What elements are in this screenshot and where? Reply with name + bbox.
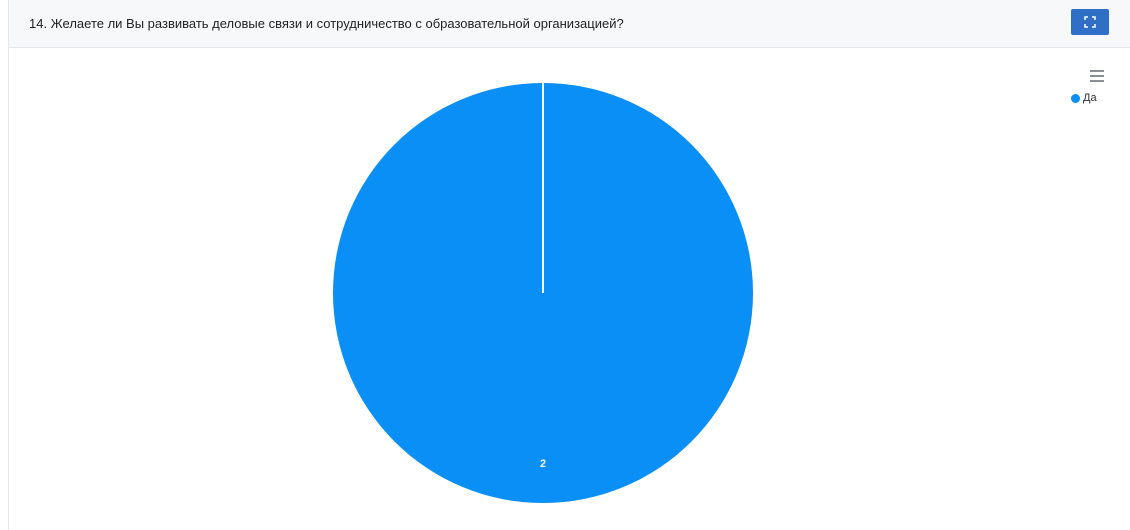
legend-label: Да bbox=[1083, 92, 1097, 104]
expand-button[interactable] bbox=[1071, 9, 1109, 35]
legend: Да bbox=[1071, 92, 1097, 104]
slice-data-label-1: 2 bbox=[540, 458, 546, 470]
legend-swatch bbox=[1071, 93, 1080, 103]
slice-labels: 2 bbox=[540, 458, 546, 470]
card-header: 14. Желаете ли Вы развивать деловые связ… bbox=[9, 0, 1130, 48]
chart-card: 14. Желаете ли Вы развивать деловые связ… bbox=[8, 0, 1130, 530]
legend-item[interactable]: Да bbox=[1071, 92, 1097, 104]
hamburger-menu-icon[interactable] bbox=[1090, 70, 1104, 82]
question-title: 14. Желаете ли Вы развивать деловые связ… bbox=[29, 16, 624, 31]
chart-area: 2 Да bbox=[9, 48, 1130, 530]
expand-icon bbox=[1084, 16, 1096, 28]
pie-chart: 2 bbox=[333, 83, 753, 503]
